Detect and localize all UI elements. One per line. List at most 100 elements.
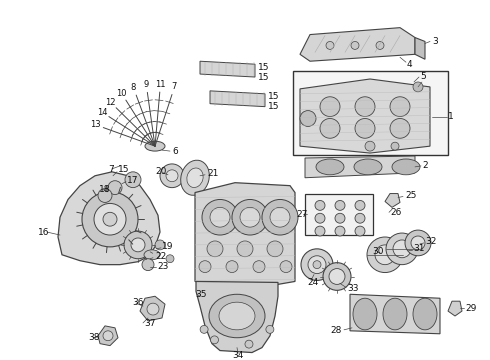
Circle shape <box>98 189 112 202</box>
Text: 16: 16 <box>38 228 49 237</box>
FancyBboxPatch shape <box>305 194 373 235</box>
Text: 34: 34 <box>232 351 244 360</box>
Ellipse shape <box>181 160 209 195</box>
Text: 35: 35 <box>195 290 206 299</box>
Circle shape <box>125 172 141 188</box>
Circle shape <box>411 236 425 250</box>
Circle shape <box>405 230 431 256</box>
Text: 29: 29 <box>465 303 476 312</box>
Circle shape <box>108 181 122 194</box>
Text: 19: 19 <box>162 242 173 251</box>
Circle shape <box>211 336 219 344</box>
Circle shape <box>262 199 298 235</box>
Ellipse shape <box>354 159 382 175</box>
Circle shape <box>320 118 340 138</box>
Circle shape <box>315 213 325 223</box>
Circle shape <box>300 111 316 126</box>
Polygon shape <box>58 172 160 265</box>
Circle shape <box>413 82 423 92</box>
Text: 27: 27 <box>296 210 307 219</box>
Circle shape <box>166 255 174 263</box>
Circle shape <box>326 41 334 49</box>
Circle shape <box>245 340 253 348</box>
Text: 7: 7 <box>108 165 114 174</box>
Circle shape <box>313 261 321 269</box>
Text: 15: 15 <box>258 63 270 72</box>
Text: 6: 6 <box>172 147 178 156</box>
Text: 30: 30 <box>372 247 384 256</box>
Ellipse shape <box>219 302 255 330</box>
Text: 25: 25 <box>405 191 416 200</box>
Text: 28: 28 <box>331 326 342 335</box>
Circle shape <box>266 325 274 333</box>
Text: 7: 7 <box>172 82 177 91</box>
Polygon shape <box>305 156 415 178</box>
Polygon shape <box>98 326 118 346</box>
Circle shape <box>237 241 253 257</box>
Ellipse shape <box>392 159 420 175</box>
Ellipse shape <box>145 141 165 151</box>
Text: 37: 37 <box>144 319 155 328</box>
Circle shape <box>355 97 375 117</box>
Circle shape <box>270 207 290 227</box>
Text: 23: 23 <box>157 262 169 271</box>
Circle shape <box>335 226 345 236</box>
Circle shape <box>355 201 365 210</box>
Text: 15: 15 <box>118 165 129 174</box>
Polygon shape <box>140 296 165 321</box>
Circle shape <box>94 203 126 235</box>
Circle shape <box>390 118 410 138</box>
Polygon shape <box>300 79 430 153</box>
Text: 20: 20 <box>155 167 167 176</box>
Circle shape <box>131 238 145 252</box>
Circle shape <box>166 170 178 182</box>
Circle shape <box>147 303 159 315</box>
Text: 15: 15 <box>258 72 270 81</box>
Text: 15: 15 <box>268 102 279 111</box>
Text: 32: 32 <box>425 238 437 247</box>
Circle shape <box>376 41 384 49</box>
Text: 14: 14 <box>97 108 107 117</box>
Polygon shape <box>300 28 415 61</box>
Circle shape <box>226 261 238 273</box>
Circle shape <box>207 241 223 257</box>
Polygon shape <box>448 301 462 316</box>
Circle shape <box>240 207 260 227</box>
Circle shape <box>390 97 410 117</box>
Polygon shape <box>385 194 400 207</box>
Circle shape <box>365 141 375 151</box>
Text: 2: 2 <box>422 161 428 170</box>
Text: 12: 12 <box>105 98 116 107</box>
Circle shape <box>323 263 351 290</box>
Ellipse shape <box>144 250 160 260</box>
Circle shape <box>355 118 375 138</box>
Text: 3: 3 <box>432 37 438 46</box>
Circle shape <box>308 256 326 274</box>
Circle shape <box>386 233 418 265</box>
Circle shape <box>355 226 365 236</box>
Circle shape <box>351 41 359 49</box>
Circle shape <box>155 240 165 250</box>
Ellipse shape <box>187 168 203 188</box>
Circle shape <box>199 261 211 273</box>
Circle shape <box>200 325 208 333</box>
Text: 8: 8 <box>131 83 136 92</box>
Circle shape <box>82 192 138 247</box>
Text: 22: 22 <box>155 252 166 261</box>
Ellipse shape <box>383 298 407 330</box>
Text: 4: 4 <box>407 60 413 69</box>
Polygon shape <box>195 183 295 288</box>
Circle shape <box>315 201 325 210</box>
Polygon shape <box>196 282 278 352</box>
Circle shape <box>210 207 230 227</box>
Text: 15: 15 <box>268 92 279 101</box>
Circle shape <box>320 97 340 117</box>
Polygon shape <box>200 61 255 77</box>
Circle shape <box>232 199 268 235</box>
Polygon shape <box>210 91 265 107</box>
Text: 21: 21 <box>207 169 219 178</box>
Text: 36: 36 <box>132 298 144 307</box>
Text: 10: 10 <box>116 89 127 98</box>
Text: 9: 9 <box>144 80 149 89</box>
Circle shape <box>367 237 403 273</box>
